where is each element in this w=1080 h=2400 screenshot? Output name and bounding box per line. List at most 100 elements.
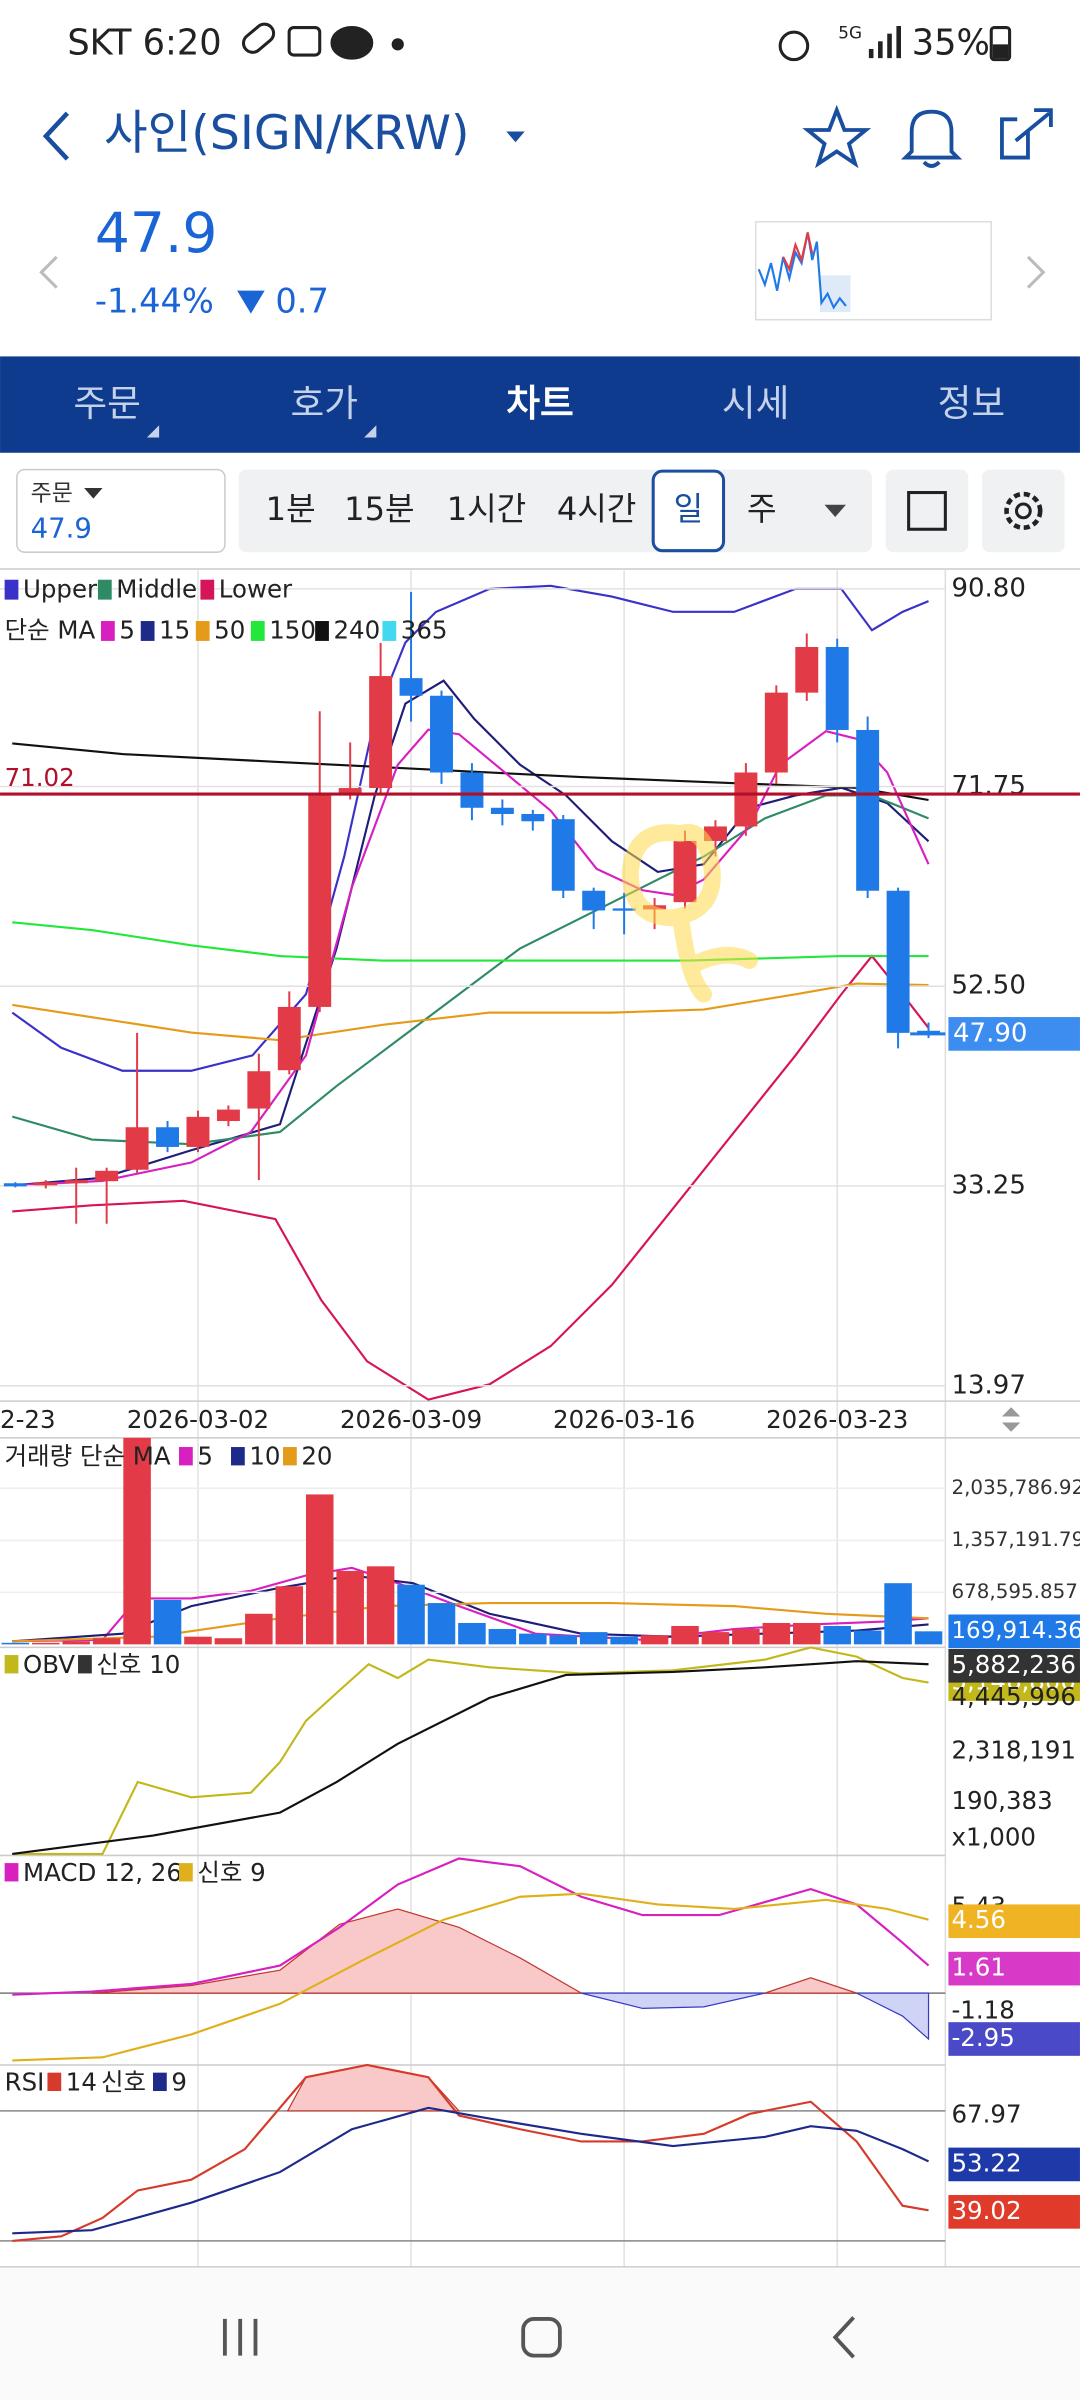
volume-bar — [914, 1631, 943, 1645]
legend-swatch — [231, 1447, 245, 1466]
nav-recent[interactable] — [222, 2318, 258, 2356]
y-tick-label: 52.50 — [951, 971, 1025, 1001]
candle-body — [338, 788, 362, 796]
share-button[interactable] — [1000, 108, 1053, 160]
reference-label: 71.02 — [5, 763, 75, 792]
candle-body — [308, 795, 332, 1007]
battery-icon — [989, 26, 1012, 62]
status-icons — [241, 22, 810, 62]
legend-swatch — [195, 621, 210, 641]
volume-bar — [458, 1622, 486, 1645]
candle-body — [277, 1006, 301, 1071]
value-box — [948, 1648, 1080, 1683]
battery-level — [992, 44, 1009, 59]
down-triangle — [237, 290, 265, 314]
order-value: 47.9 — [31, 512, 92, 544]
alarm-button[interactable] — [900, 109, 963, 168]
candle-body — [64, 1180, 88, 1184]
last-price-box — [948, 1017, 1080, 1051]
ma-150 — [12, 921, 929, 962]
candle-body — [156, 1127, 180, 1147]
y-tick-label: 2,035,786.925 — [951, 1476, 1080, 1499]
settings-icon-core — [1014, 502, 1032, 520]
header-title[interactable]: 사인(SIGN/KRW) — [104, 106, 469, 161]
tab[interactable]: 정보 — [938, 382, 1006, 425]
interval-panel — [238, 469, 872, 553]
last-volume-label: 169,914.369 — [951, 1618, 1080, 1644]
legend-swatch — [250, 621, 265, 641]
rsi-signal-period: 9 — [171, 2067, 187, 2096]
rsi-line — [12, 2063, 929, 2242]
candle-body — [34, 1182, 58, 1186]
rsi-period: 14 — [66, 2067, 97, 2096]
y-tick-label: 33.25 — [951, 1170, 1025, 1200]
candle-body — [430, 695, 453, 773]
legend-swatch — [100, 621, 115, 641]
mini-chart[interactable] — [754, 221, 993, 321]
main-indicators — [11, 584, 930, 1401]
candle-body — [795, 646, 819, 693]
legend-entry: 5 — [119, 616, 135, 645]
legend-entry: 50 — [214, 616, 245, 645]
volume-bar — [1, 1642, 30, 1645]
volume-bar — [579, 1632, 608, 1645]
next-arrow[interactable] — [1026, 255, 1046, 289]
nav-back[interactable] — [832, 2316, 855, 2359]
candle-body — [125, 1127, 149, 1170]
tab[interactable]: 차트 — [506, 382, 574, 425]
obv-legend: OBV — [23, 1650, 75, 1679]
interval-option[interactable]: 일 — [674, 490, 704, 528]
value-box — [948, 1951, 1080, 1986]
macd-hist-pos — [91, 1908, 584, 1994]
tab[interactable]: 주문 — [73, 382, 141, 425]
interval-dropdown[interactable] — [824, 504, 846, 518]
tab[interactable]: 호가 — [291, 382, 359, 425]
value-box — [948, 2022, 1080, 2056]
interval-option[interactable]: 주 — [747, 490, 777, 528]
last-price-label: 47.90 — [953, 1018, 1027, 1048]
legend-swatch — [140, 621, 155, 641]
y-tick-label: 13.97 — [951, 1370, 1025, 1400]
last-price: 47.9 — [95, 201, 218, 265]
legend-swatch — [382, 621, 397, 641]
candle-body — [734, 772, 758, 827]
panel-resize[interactable] — [1001, 1407, 1021, 1432]
draw-button[interactable] — [885, 469, 969, 553]
volume-bar — [519, 1633, 547, 1645]
volume-bar — [275, 1586, 304, 1645]
interval-option[interactable]: 1시간 — [447, 490, 527, 528]
nav-home[interactable] — [521, 2317, 562, 2358]
interval-option[interactable]: 1분 — [266, 490, 316, 528]
macd-hist-value: -2.95 — [951, 2023, 1014, 2052]
rsi-overbought-fill — [286, 2064, 461, 2112]
interval-selected — [651, 469, 726, 553]
settings-icon — [1004, 491, 1043, 531]
interval-option[interactable]: 15분 — [344, 490, 414, 528]
title-dropdown[interactable] — [506, 131, 525, 143]
volume-bar — [793, 1622, 821, 1645]
volume-bar — [32, 1642, 60, 1645]
volume-bar — [245, 1613, 273, 1645]
ma-50 — [12, 982, 929, 1042]
prev-arrow[interactable] — [39, 255, 58, 289]
y-tick-label: 1,357,191.796 — [951, 1528, 1080, 1551]
order-box[interactable] — [16, 468, 226, 553]
candle-body — [247, 1071, 271, 1109]
tab[interactable]: 시세 — [722, 382, 790, 425]
rsi-signal-value: 53.22 — [951, 2148, 1021, 2177]
volume-bar — [336, 1570, 364, 1645]
back-button[interactable] — [42, 111, 70, 161]
macd-histogram — [91, 1908, 930, 2041]
legend-entry: 20 — [301, 1442, 332, 1471]
settings-button[interactable] — [982, 469, 1065, 553]
volume-bar — [397, 1584, 425, 1645]
candle-body — [490, 807, 514, 814]
legend-swatch — [315, 621, 329, 641]
candle-body — [399, 678, 423, 696]
macd-signal-value: 4.56 — [951, 1905, 1005, 1934]
volume-ma-20 — [12, 1601, 929, 1643]
interval-option[interactable]: 4시간 — [557, 490, 637, 528]
favorite-button[interactable] — [802, 104, 872, 169]
volume-bar — [305, 1494, 334, 1645]
candle-body — [369, 676, 393, 789]
